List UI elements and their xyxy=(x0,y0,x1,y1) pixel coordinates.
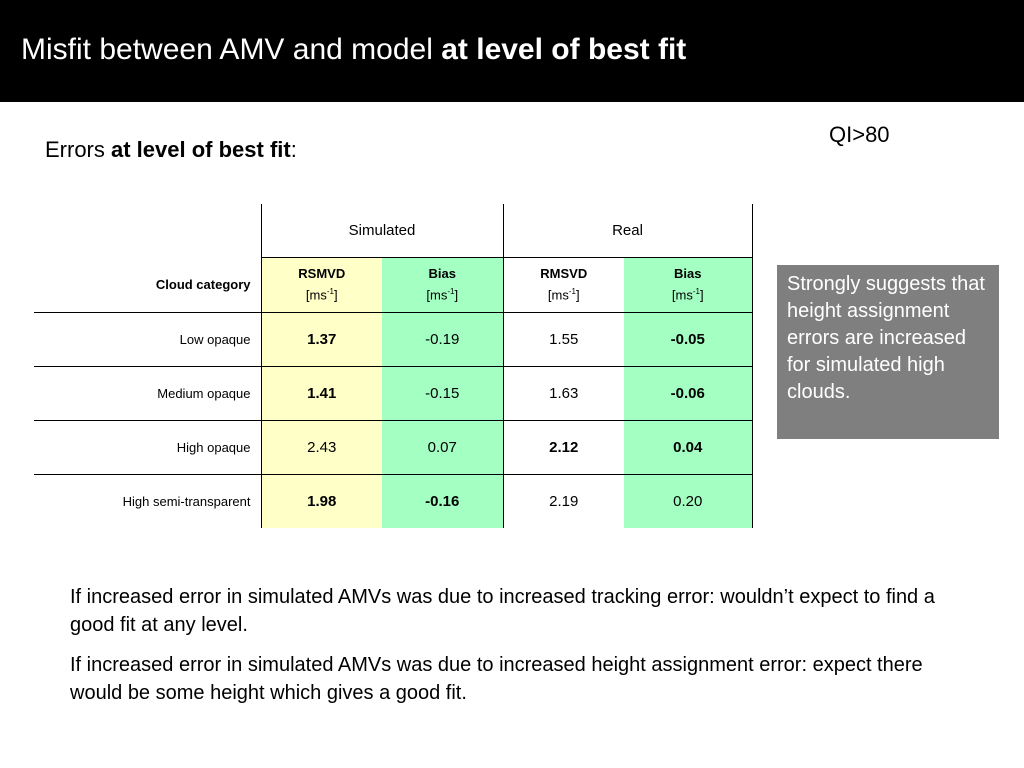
cell-real-rmsvd: 1.55 xyxy=(502,312,624,367)
slide-title: Misfit between AMV and model at level of… xyxy=(21,33,686,67)
cell-sim-rsmvd: 2.43 xyxy=(260,420,382,475)
column-unit: [ms-1] xyxy=(426,286,459,303)
category-column-header: Cloud category xyxy=(155,277,251,293)
cell-real-bias: 0.04 xyxy=(624,420,753,475)
cell-sim-rsmvd: 1.41 xyxy=(260,366,382,421)
column-header-sim-rsmvd: RSMVD [ms-1] xyxy=(260,257,382,313)
cell-sim-rsmvd: 1.37 xyxy=(260,312,382,367)
row-category: Low opaque xyxy=(34,312,261,367)
cell-sim-rsmvd: 1.98 xyxy=(260,474,382,528)
qi-label: QI>80 xyxy=(829,122,890,147)
table-row: High opaque 2.43 0.07 2.12 0.04 xyxy=(34,420,753,475)
row-category: Medium opaque xyxy=(34,366,261,421)
table-row: Low opaque 1.37 -0.19 1.55 -0.05 xyxy=(34,312,753,367)
cell-real-bias: 0.20 xyxy=(624,474,753,528)
cell-sim-bias: 0.07 xyxy=(382,420,503,475)
errors-label-bold: at level of best fit xyxy=(111,137,291,162)
results-table: Simulated Real Cloud category RSMVD [ms-… xyxy=(34,204,753,528)
cell-sim-bias: -0.15 xyxy=(382,366,503,421)
column-unit: [ms-1] xyxy=(305,286,338,303)
cell-real-rmsvd: 2.19 xyxy=(502,474,624,528)
column-unit: [ms-1] xyxy=(547,286,580,303)
paragraph-tracking-error: If increased error in simulated AMVs was… xyxy=(70,586,935,636)
column-header-real-bias: Bias [ms-1] xyxy=(624,257,753,313)
cell-real-bias: -0.06 xyxy=(624,366,753,421)
cell-real-bias: -0.05 xyxy=(624,312,753,367)
errors-label-normal: Errors xyxy=(45,137,111,162)
row-category: High opaque xyxy=(34,420,261,475)
errors-label: Errors at level of best fit: xyxy=(45,137,297,163)
cell-sim-bias: -0.16 xyxy=(382,474,503,528)
group-simulated: Simulated xyxy=(260,204,503,258)
column-name: RSMVD xyxy=(298,265,346,281)
column-name: RMSVD xyxy=(540,265,588,281)
title-normal: Misfit between AMV and model xyxy=(21,33,442,66)
column-name: Bias xyxy=(674,265,702,281)
paragraph-height-error: If increased error in simulated AMVs was… xyxy=(70,654,923,704)
table-row: Medium opaque 1.41 -0.15 1.63 -0.06 xyxy=(34,366,753,421)
empty-corner-cell xyxy=(34,204,261,258)
row-category: High semi-transparent xyxy=(34,474,261,528)
cell-real-rmsvd: 2.12 xyxy=(502,420,624,475)
group-real: Real xyxy=(502,204,753,258)
column-header-sim-bias: Bias [ms-1] xyxy=(382,257,503,313)
cell-sim-bias: -0.19 xyxy=(382,312,503,367)
group-header-row: Simulated Real xyxy=(34,204,753,258)
column-header-real-rmsvd: RMSVD [ms-1] xyxy=(502,257,624,313)
cell-real-rmsvd: 1.63 xyxy=(502,366,624,421)
errors-label-suffix: : xyxy=(290,137,297,162)
title-bold: at level of best fit xyxy=(441,33,687,66)
callout-note: Strongly suggests that height assignment… xyxy=(777,265,999,439)
column-unit: [ms-1] xyxy=(671,286,704,303)
table-row: High semi-transparent 1.98 -0.16 2.19 0.… xyxy=(34,474,753,528)
title-bar: Misfit between AMV and model at level of… xyxy=(0,0,1024,102)
column-name: Bias xyxy=(428,265,456,281)
column-header-row: Cloud category RSMVD [ms-1] Bias [ms-1] … xyxy=(34,257,753,313)
